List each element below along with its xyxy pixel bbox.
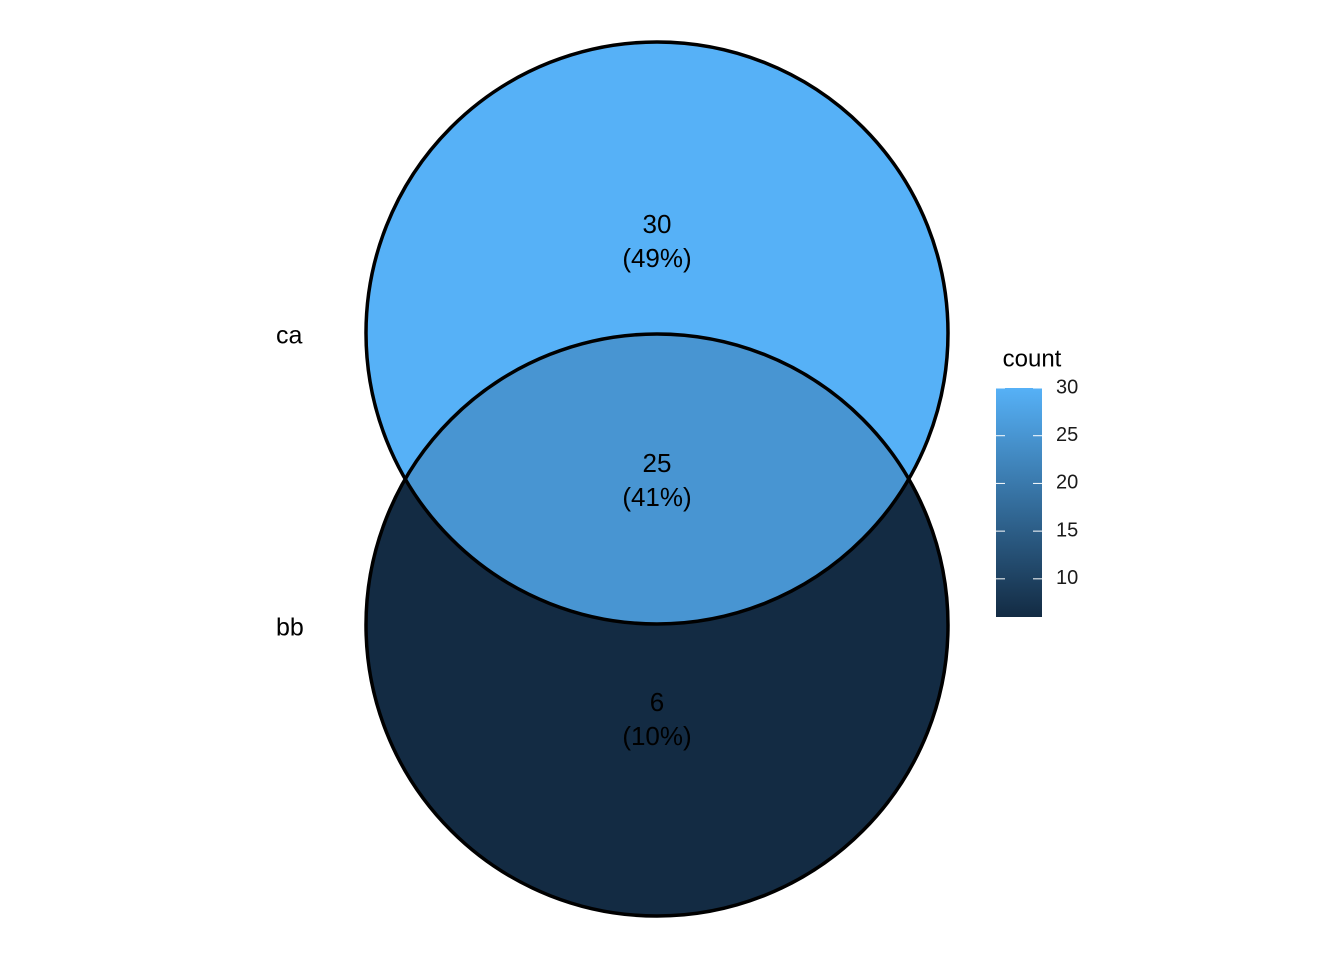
colorbar-tick-label: 25 [1056,424,1078,446]
set-outline [364,40,950,626]
colorbar [996,388,1042,617]
region-count: 25 [643,448,672,478]
region-count: 30 [643,209,672,239]
colorbar-tick-label: 20 [1056,472,1078,494]
region-overlap [405,333,909,625]
colorbar-tick-label: 10 [1056,567,1078,589]
region-percent: (10%) [622,721,691,751]
region-percent: (49%) [622,243,691,273]
legend-title: count [1003,345,1062,372]
region-percent: (41%) [622,482,691,512]
set-label: bb [276,614,304,642]
colorbar-tick-label: 15 [1056,519,1078,541]
region-count: 6 [650,687,664,717]
colorbar-tick-label: 30 [1056,376,1078,398]
set-outline [364,332,950,918]
set-label: ca [276,322,303,350]
